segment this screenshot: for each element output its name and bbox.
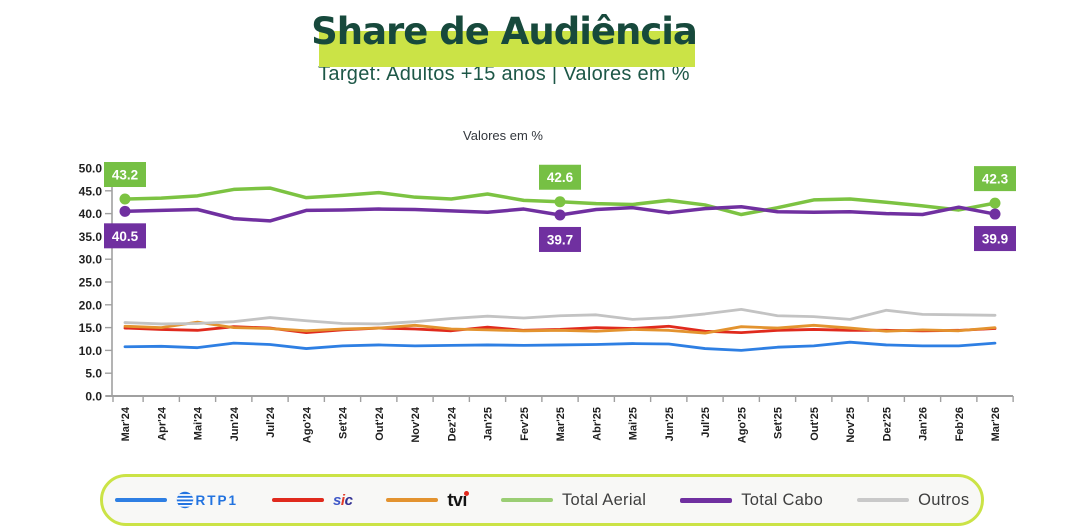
series-marker-total-cabo	[554, 209, 566, 221]
chart-legend: RTP1 sic tvı Total Aerial Total Cabo Outros	[100, 474, 984, 526]
rtp1-globe-icon	[176, 491, 193, 509]
tvi-red-dot	[463, 490, 469, 496]
legend-item-tvi: tvı	[386, 489, 469, 511]
x-tick-label: Dez'25	[881, 407, 893, 441]
page-subtitle: Target: Adultos +15 anos | Valores em %	[318, 63, 690, 86]
series-marker-total-aerial	[119, 193, 131, 205]
data-label-box-total-cabo	[104, 223, 146, 249]
x-tick-label: Mar'24	[120, 406, 132, 441]
share-line-chart: 0.0 5.0 10.0 15.0 20.0 25.0 30.0 35.0 40.0 45.0 50…	[79, 162, 1016, 443]
y-tick-label: 25.0	[79, 276, 103, 290]
title-highlight-bar	[319, 31, 695, 67]
x-tick-label: Apr'24	[156, 406, 168, 441]
series-marker-total-aerial	[554, 196, 566, 208]
x-tick-label: Jul'25	[700, 407, 712, 438]
legend-line-sample	[386, 498, 439, 502]
x-tick-label: Mai'24	[193, 406, 205, 440]
data-label-total-aerial: 42.6	[547, 170, 574, 185]
x-tick-label: Set'25	[773, 407, 785, 439]
x-tick-label: Set'24	[338, 406, 350, 439]
y-tick-label: 20.0	[79, 298, 103, 312]
y-tick-label: 40.0	[79, 207, 103, 221]
x-tick-label: Mar'25	[555, 407, 567, 441]
legend-item-total-cabo: Total Cabo	[680, 491, 823, 510]
series-marker-total-cabo	[119, 205, 131, 217]
series-line-rtp1	[123, 340, 997, 352]
x-tick-label: Nov'24	[410, 406, 422, 443]
x-tick-label: Jul'24	[265, 406, 277, 438]
y-tick-label: 35.0	[79, 230, 103, 244]
x-tick-label: Jan'25	[483, 407, 495, 441]
series-marker-total-aerial	[989, 197, 1001, 209]
sic-logo-icon: sic	[333, 491, 353, 509]
x-tick-label: Jun'25	[664, 407, 676, 441]
legend-line-sample	[272, 498, 325, 502]
data-label-box-total-cabo	[974, 226, 1016, 252]
legend-item-rtp1: RTP1	[114, 491, 239, 509]
y-tick-label: 0.0	[85, 390, 102, 404]
legend-item-total-aerial: Total Aerial	[500, 490, 647, 510]
rtp1-logo-icon: RTP1	[176, 491, 239, 509]
x-tick-label: Jan'26	[918, 407, 930, 441]
x-tick-label: Jun'24	[229, 406, 241, 441]
chart-title: Valores em %	[463, 128, 543, 143]
x-tick-label: Nov'25	[845, 407, 857, 443]
rtp1-logo-text: RTP1	[195, 492, 239, 508]
data-label-box-total-cabo	[539, 226, 581, 252]
y-tick-label: 30.0	[79, 253, 103, 267]
data-label-box-total-aerial	[104, 162, 146, 188]
x-tick-label: Out'24	[374, 406, 386, 441]
x-tick-label: Out'25	[809, 407, 821, 441]
data-label-total-aerial: 43.2	[112, 168, 138, 183]
series-line-tvi	[123, 320, 997, 335]
y-tick-label: 10.0	[79, 344, 103, 358]
legend-line-sample	[857, 498, 910, 502]
data-label-box-total-aerial	[974, 166, 1016, 192]
series-marker-total-cabo	[989, 208, 1001, 220]
legend-line-sample	[680, 497, 733, 503]
x-tick-label: Ago'24	[301, 406, 313, 443]
legend-item-sic: sic	[272, 491, 353, 509]
data-label-total-aerial: 42.3	[982, 172, 1009, 187]
x-tick-label: Feb'26	[954, 407, 966, 441]
x-tick-label: Abr'25	[591, 407, 603, 441]
data-label-total-cabo: 39.7	[547, 232, 573, 247]
page-title: Share de Audiência	[311, 10, 698, 53]
tvi-logo-icon: tvı	[447, 489, 469, 510]
y-tick-label: 5.0	[85, 367, 102, 381]
report-header: Share de Audiência Target: Adultos +15 a…	[0, 10, 1008, 86]
legend-line-sample	[500, 498, 553, 502]
legend-item-outros: Outros	[857, 491, 969, 510]
x-tick-label: Dez'24	[446, 406, 458, 441]
data-label-total-cabo: 40.5	[112, 229, 139, 244]
legend-label: Total Cabo	[741, 490, 824, 509]
y-tick-label: 15.0	[79, 321, 103, 335]
x-tick-label: Fev'25	[519, 407, 531, 441]
series-line-outros	[123, 307, 997, 326]
legend-line-sample	[114, 498, 167, 502]
data-label-total-cabo: 39.9	[982, 232, 1008, 247]
x-tick-label: Mar'26	[990, 407, 1002, 441]
legend-label: Total Aerial	[561, 490, 647, 509]
x-tick-label: Ago'25	[736, 407, 748, 443]
y-tick-label: 50.0	[79, 162, 103, 176]
y-tick-label: 45.0	[79, 184, 103, 198]
title-wrap: Share de Audiência	[311, 10, 698, 67]
x-tick-label: Mai'25	[628, 407, 640, 440]
data-label-box-total-aerial	[539, 164, 581, 190]
legend-label: Outros	[918, 490, 970, 509]
